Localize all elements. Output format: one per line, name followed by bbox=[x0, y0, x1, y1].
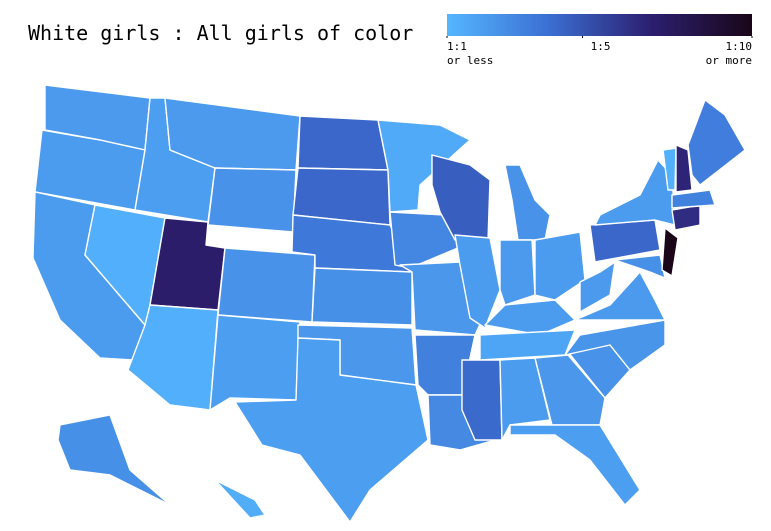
region bbox=[579, 261, 616, 313]
region bbox=[509, 424, 641, 506]
map-title: White girls : All girls of color bbox=[28, 21, 413, 45]
region bbox=[574, 271, 666, 321]
region bbox=[534, 231, 586, 301]
region bbox=[207, 167, 297, 233]
region bbox=[499, 357, 551, 441]
region bbox=[57, 414, 171, 506]
region bbox=[671, 204, 701, 231]
region bbox=[564, 319, 666, 371]
colorbar-tick-label: 1:10 bbox=[726, 40, 753, 53]
region bbox=[297, 115, 389, 171]
region bbox=[454, 234, 501, 329]
region bbox=[662, 147, 677, 191]
region bbox=[311, 267, 413, 326]
region bbox=[214, 479, 266, 519]
colorbar-tick-note: or less bbox=[447, 54, 493, 67]
region bbox=[234, 337, 429, 523]
colorbar-tick-note: or more bbox=[706, 54, 752, 67]
region bbox=[675, 144, 693, 193]
region bbox=[461, 359, 503, 441]
region bbox=[614, 254, 666, 279]
colorbar-tick-label: 1:5 bbox=[591, 40, 611, 53]
colorbar bbox=[447, 14, 752, 36]
region bbox=[209, 314, 301, 411]
region bbox=[671, 189, 716, 209]
region bbox=[661, 227, 679, 277]
region bbox=[594, 159, 676, 226]
region bbox=[377, 119, 471, 213]
region bbox=[504, 164, 551, 241]
region bbox=[687, 99, 746, 186]
region bbox=[484, 299, 576, 336]
region bbox=[217, 247, 316, 323]
colorbar-tick-label: 1:1 bbox=[447, 40, 467, 53]
region bbox=[534, 354, 606, 426]
region bbox=[389, 211, 466, 269]
states bbox=[32, 84, 746, 523]
region bbox=[499, 239, 536, 306]
